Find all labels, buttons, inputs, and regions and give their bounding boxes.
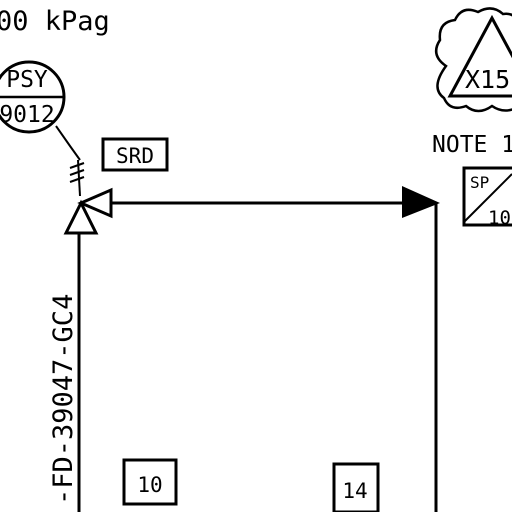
revision-flag: X15: [465, 65, 510, 94]
sp-number: 10: [488, 207, 511, 229]
signal-leader: [55, 125, 81, 161]
box-10: [122, 458, 178, 506]
revision-cloud: [434, 7, 512, 113]
instrument-tag-line2: 9012: [0, 102, 55, 128]
instrument-tag-line1: PSY: [6, 67, 48, 93]
box-10-label: 10: [137, 473, 162, 497]
box-14-label: 14: [342, 479, 367, 503]
sp-box-diagonal: [463, 173, 512, 223]
srd-label: SRD: [116, 144, 154, 168]
relief-valve-inlet: [63, 199, 99, 235]
srd-box: [101, 137, 169, 172]
revision-triangle-icon: [447, 14, 512, 98]
valve-stem: [77, 159, 81, 197]
line-number: -FD-39047-GC4: [48, 294, 79, 505]
sp-label: SP: [470, 173, 489, 192]
box-14: [332, 462, 380, 512]
spring-icon: [69, 162, 85, 183]
sp-box: [462, 166, 512, 227]
note-label: NOTE 1: [432, 132, 512, 158]
pressure-label: 00 kPag: [0, 6, 110, 37]
flow-arrow-icon: [402, 186, 440, 218]
